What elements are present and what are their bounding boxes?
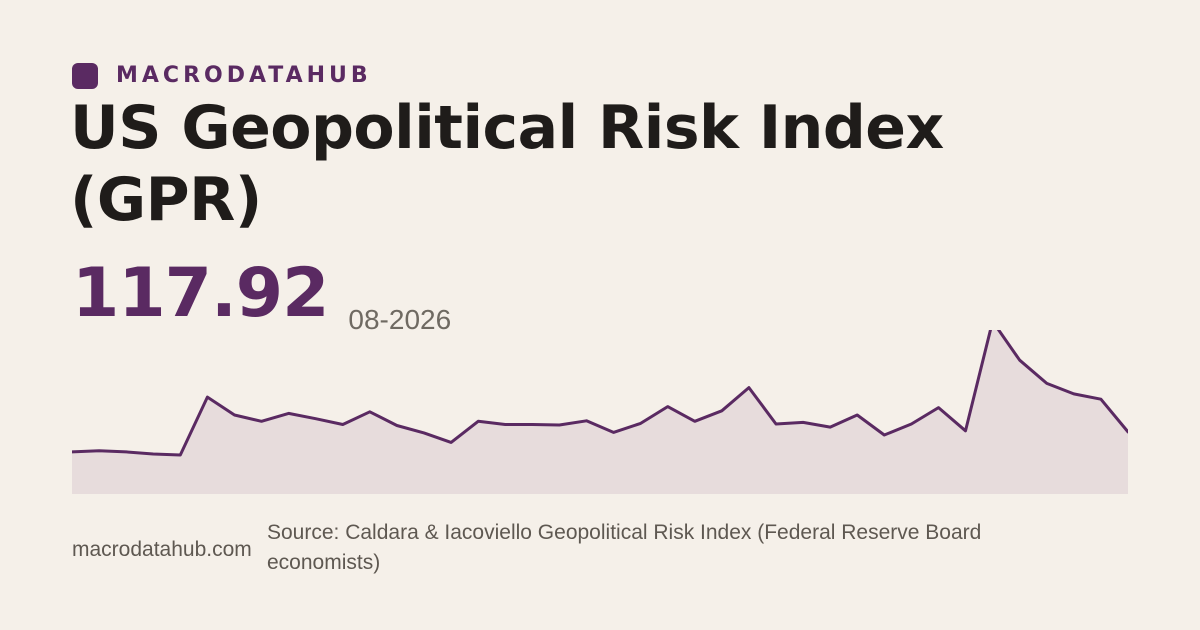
brand: MACRODATAHUB [72, 62, 372, 90]
latest-value-row: 117.92 08-2026 [72, 254, 451, 336]
series-line [72, 330, 1128, 457]
latest-date: 08-2026 [348, 304, 452, 335]
page-title: US Geopolitical Risk Index (GPR) [70, 93, 944, 235]
gpr-area-chart [72, 330, 1128, 494]
footer-source: Source: Caldara & Iacoviello Geopolitica… [267, 521, 982, 574]
footer-site: macrodatahub.com [72, 538, 252, 561]
brand-logo-icon [72, 63, 98, 89]
latest-value: 117.92 [72, 254, 329, 333]
brand-name: MACRODATAHUB [116, 63, 372, 88]
series-area-fill [72, 330, 1128, 494]
